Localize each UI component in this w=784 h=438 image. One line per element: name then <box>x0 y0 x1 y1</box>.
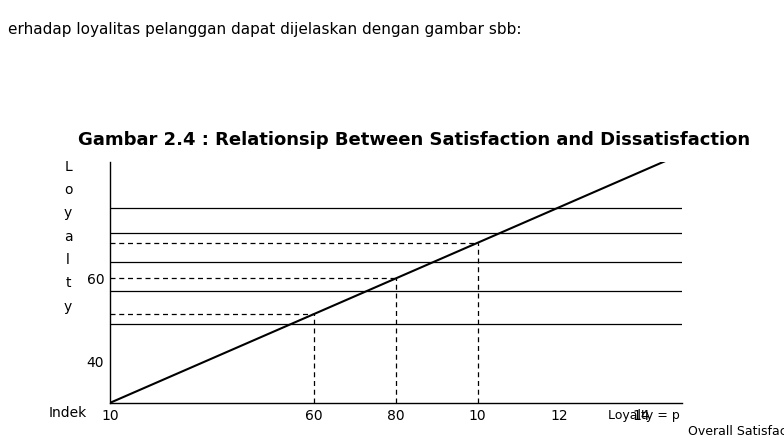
Text: o: o <box>64 183 72 197</box>
Text: Gambar 2.4 : Relationsip Between Satisfaction and Dissatisfaction: Gambar 2.4 : Relationsip Between Satisfa… <box>78 131 750 149</box>
Text: Loyalty = p: Loyalty = p <box>608 409 679 421</box>
Text: Indek: Indek <box>49 406 87 420</box>
Text: Overall Satisfaction: Overall Satisfaction <box>688 425 784 438</box>
Text: L: L <box>64 160 72 174</box>
Text: y: y <box>64 206 72 220</box>
Text: erhadap loyalitas pelanggan dapat dijelaskan dengan gambar sbb:: erhadap loyalitas pelanggan dapat dijela… <box>8 22 521 37</box>
Text: y: y <box>64 300 72 314</box>
Text: l: l <box>66 253 70 267</box>
Text: a: a <box>64 230 72 244</box>
Text: t: t <box>65 276 71 290</box>
